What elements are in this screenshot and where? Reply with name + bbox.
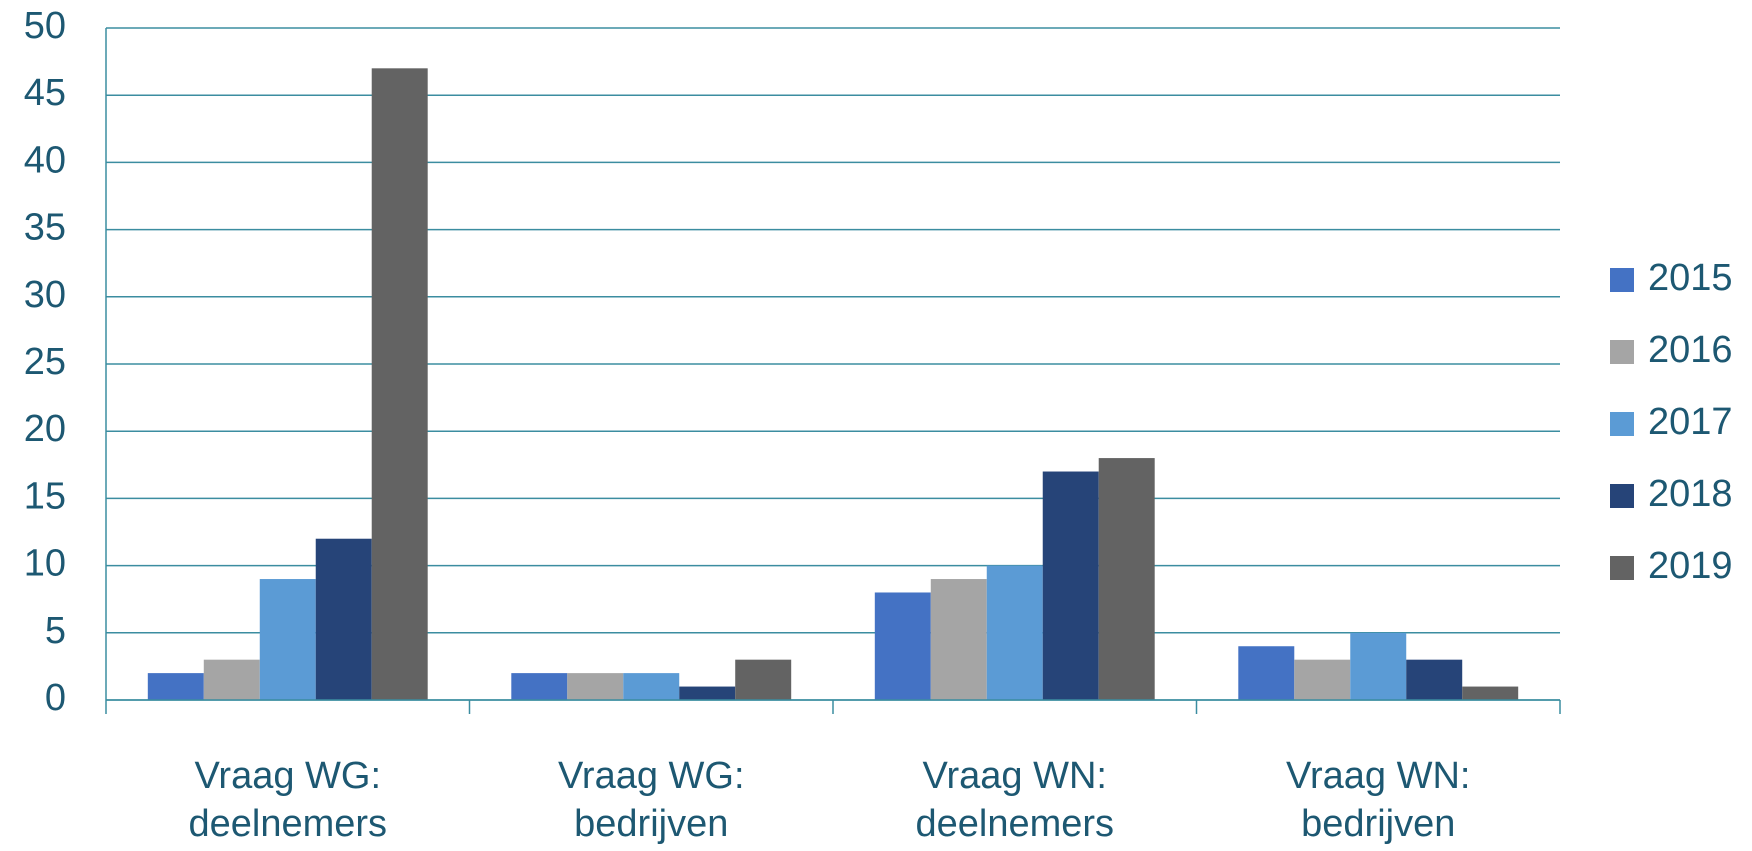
bar — [147, 673, 204, 700]
y-tick-label: 15 — [24, 475, 66, 517]
y-tick-label: 0 — [45, 677, 66, 719]
legend-swatch — [1610, 556, 1634, 580]
x-tick-label: Vraag WN: deelnemers — [915, 755, 1115, 845]
y-tick-label: 30 — [24, 274, 66, 316]
legend-swatch — [1610, 412, 1634, 436]
x-tick-label: Vraag WG: deelnemers — [188, 755, 388, 845]
bar — [1238, 646, 1295, 700]
bar — [315, 538, 372, 700]
bar — [735, 659, 792, 700]
bar — [1294, 659, 1351, 700]
legend-swatch — [1610, 340, 1634, 364]
bar — [1042, 471, 1099, 700]
bar — [203, 659, 260, 700]
y-tick-label: 35 — [24, 207, 66, 249]
bar — [259, 579, 316, 700]
y-tick-label: 25 — [24, 341, 66, 383]
x-tick-label: Vraag WN: bedrijven — [1286, 755, 1471, 845]
bar — [874, 592, 931, 700]
bar — [1406, 659, 1463, 700]
legend-swatch — [1610, 268, 1634, 292]
legend-label: 2019 — [1648, 545, 1733, 587]
bar — [567, 673, 624, 700]
y-tick-label: 20 — [24, 408, 66, 450]
y-tick-label: 50 — [24, 5, 66, 47]
legend-swatch — [1610, 484, 1634, 508]
bar — [511, 673, 568, 700]
bar — [1350, 632, 1407, 700]
bar — [623, 673, 680, 700]
y-tick-label: 40 — [24, 139, 66, 181]
bar — [930, 579, 987, 700]
bar — [371, 68, 428, 700]
legend-label: 2017 — [1648, 401, 1733, 443]
legend-label: 2018 — [1648, 473, 1733, 515]
bar — [986, 565, 1043, 700]
y-tick-label: 45 — [24, 72, 66, 114]
legend-label: 2015 — [1648, 257, 1733, 299]
bar — [679, 686, 736, 700]
y-tick-label: 5 — [45, 610, 66, 652]
bar — [1462, 686, 1519, 700]
bar — [1098, 458, 1155, 700]
x-tick-label: Vraag WG: bedrijven — [557, 755, 745, 845]
y-tick-label: 10 — [24, 543, 66, 585]
legend-label: 2016 — [1648, 329, 1733, 371]
